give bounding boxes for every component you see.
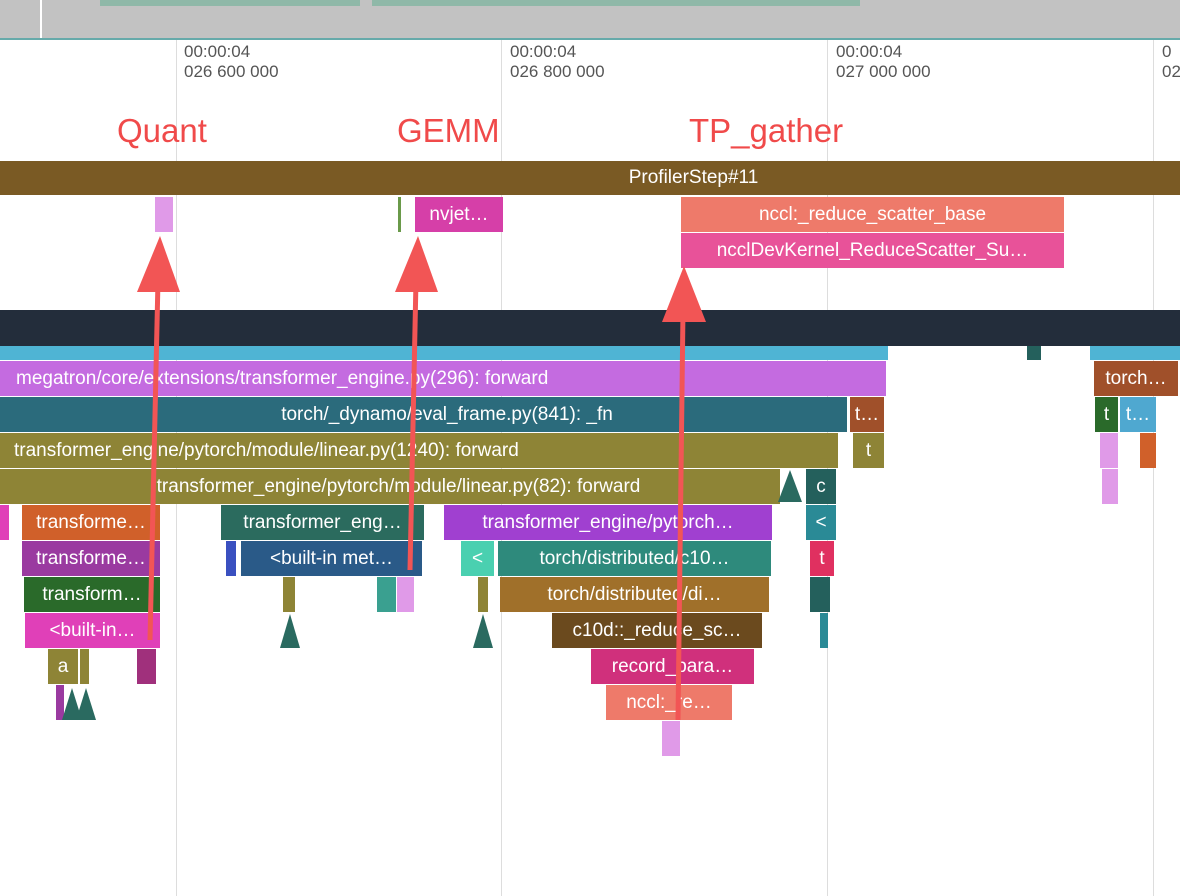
slice[interactable]: c (806, 469, 836, 504)
slice[interactable] (397, 577, 414, 612)
slice[interactable]: transformer_engine/pytorch/module/linear… (0, 433, 838, 468)
slice[interactable]: a (48, 649, 78, 684)
slice[interactable]: transformer_eng… (221, 505, 424, 540)
slice[interactable] (80, 649, 89, 684)
slice[interactable]: transformer_engine/pytorch/module/linear… (0, 469, 780, 504)
slice[interactable] (478, 577, 488, 612)
slice[interactable] (155, 197, 173, 232)
slice[interactable] (0, 505, 9, 540)
slice[interactable] (398, 197, 401, 232)
slice[interactable] (0, 346, 888, 360)
slice[interactable]: record_para… (591, 649, 754, 684)
slice[interactable]: torch… (1094, 361, 1178, 396)
slice[interactable]: nccl:_reduce_scatter_base (681, 197, 1064, 232)
divider (0, 38, 1180, 40)
slice[interactable]: <built-in met… (241, 541, 422, 576)
overview-density (100, 0, 360, 6)
annotation: TP_gather (689, 112, 844, 149)
slice[interactable] (820, 613, 828, 648)
slice[interactable]: t… (850, 397, 884, 432)
slice[interactable] (137, 649, 156, 684)
track-header (0, 310, 1180, 346)
slice[interactable] (1090, 346, 1180, 360)
slice[interactable]: nccl:_re… (606, 685, 732, 720)
slice[interactable]: ncclDevKernel_ReduceScatter_Su… (681, 233, 1064, 268)
slice[interactable]: transform… (24, 577, 160, 612)
slice[interactable]: <built-in… (25, 613, 160, 648)
slice[interactable]: t (853, 433, 884, 468)
slice[interactable]: nvjet… (415, 197, 503, 232)
slice[interactable] (1140, 433, 1156, 468)
slice[interactable]: c10d::_reduce_sc… (552, 613, 762, 648)
slice[interactable]: transformer_engine/pytorch… (444, 505, 772, 540)
overview-bar (0, 0, 1180, 38)
slice[interactable]: < (806, 505, 836, 540)
slice[interactable]: t… (1120, 397, 1156, 432)
slice[interactable] (1102, 469, 1118, 504)
slice[interactable]: < (461, 541, 494, 576)
annotation: GEMM (397, 112, 500, 149)
slice[interactable] (1027, 346, 1041, 360)
time-tick: 00:00:04 026 600 000 (184, 42, 279, 81)
annotation: Quant (117, 112, 207, 149)
slice[interactable] (1100, 433, 1118, 468)
slice[interactable]: t (1095, 397, 1118, 432)
slice[interactable] (662, 721, 680, 756)
slice[interactable]: torch/_dynamo/eval_frame.py(841): _fn (0, 397, 847, 432)
slice[interactable] (377, 577, 396, 612)
slice[interactable]: t (810, 541, 834, 576)
overview-density (372, 0, 860, 6)
grid-line (501, 40, 502, 896)
slice[interactable] (56, 685, 64, 720)
time-tick: 00:00:04 026 800 000 (510, 42, 605, 81)
slice[interactable] (283, 577, 295, 612)
slice[interactable]: torch/distributed/di… (500, 577, 769, 612)
slice[interactable]: transforme… (22, 541, 160, 576)
grid-line (176, 40, 177, 896)
overview-marker (40, 0, 42, 38)
slice[interactable]: transforme… (22, 505, 160, 540)
slice[interactable] (810, 577, 830, 612)
slice[interactable]: ProfilerStep#11 (0, 161, 1180, 195)
time-tick: 0 02 (1162, 42, 1180, 81)
slice[interactable] (226, 541, 236, 576)
time-tick: 00:00:04 027 000 000 (836, 42, 931, 81)
grid-line (827, 40, 828, 896)
grid-line (1153, 40, 1154, 896)
